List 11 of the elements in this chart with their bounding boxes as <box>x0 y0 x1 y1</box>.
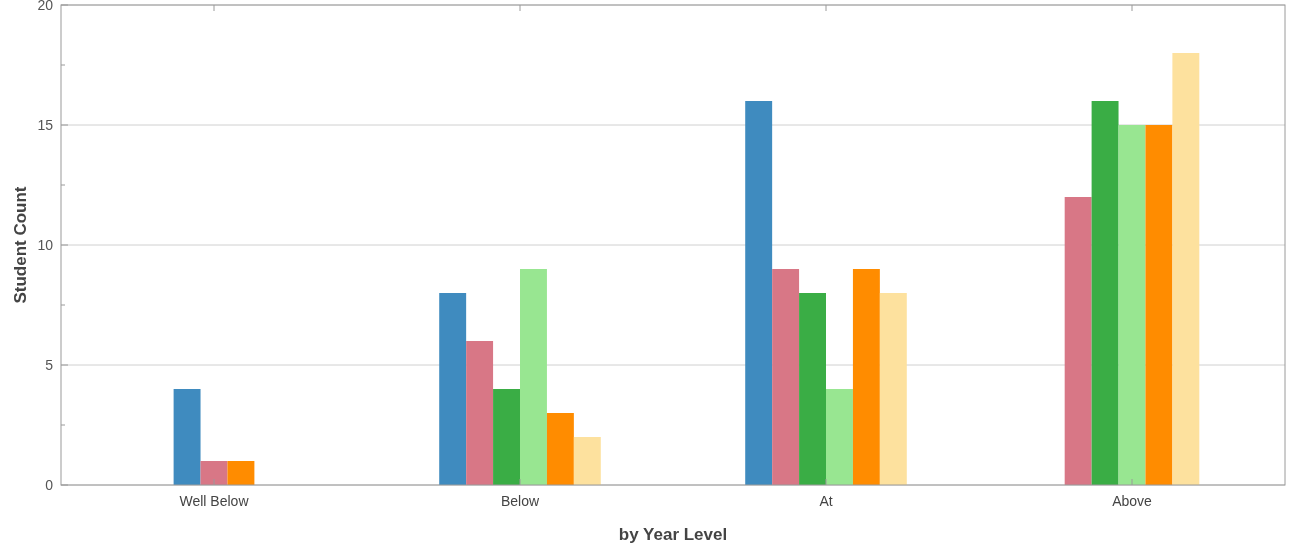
x-tick-label: Above <box>1112 493 1153 509</box>
x-axis-title: by Year Level <box>618 525 728 544</box>
x-tick-label: At <box>819 493 833 509</box>
y-tick-label: 10 <box>37 236 54 253</box>
y-axis-title: Student Count <box>11 186 30 304</box>
y-tick-label: 0 <box>45 476 54 493</box>
y-tick-label: 15 <box>37 116 54 133</box>
y-tick-label: 20 <box>37 0 54 13</box>
y-tick-label: 5 <box>45 356 54 373</box>
x-tick-label: Below <box>500 493 540 509</box>
x-tick-label: Well Below <box>179 493 250 509</box>
